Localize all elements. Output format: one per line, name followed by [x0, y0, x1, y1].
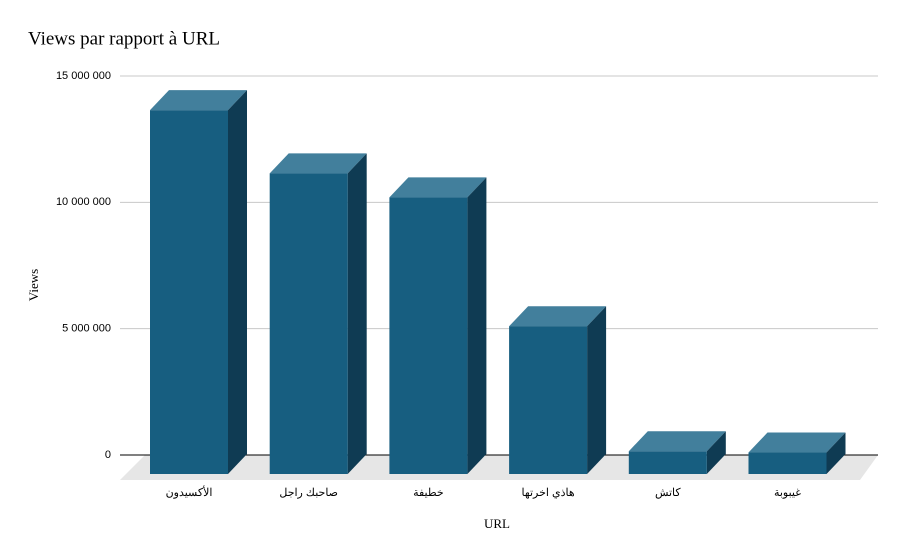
- x-axis-label: URL: [484, 516, 510, 531]
- bar: [150, 90, 247, 474]
- x-tick-label: الأكسيدون: [166, 485, 213, 499]
- bar-top: [509, 306, 607, 327]
- bar-front: [269, 173, 348, 474]
- y-tick-label: 10 000 000: [56, 196, 111, 208]
- y-tick-label: 15 000 000: [56, 70, 111, 82]
- bar-side: [228, 90, 247, 474]
- bar-top: [150, 90, 247, 111]
- bar-front: [628, 451, 707, 474]
- bar-top: [269, 153, 367, 174]
- bar-side: [706, 431, 726, 474]
- y-tick-label: 5 000 000: [62, 323, 111, 335]
- y-axis-label: Views: [26, 269, 41, 301]
- bar: [509, 306, 607, 474]
- x-tick-label: هاذي اخرتها: [522, 487, 575, 499]
- x-tick-label: غيبوبة: [774, 487, 801, 499]
- bar-top: [389, 177, 487, 198]
- bar-front: [748, 452, 827, 474]
- bar-side: [347, 153, 367, 474]
- bar-side: [587, 306, 607, 474]
- bar-top: [628, 431, 726, 452]
- bar-front: [150, 110, 228, 474]
- x-tick-label: صاحبك راجل: [279, 487, 338, 499]
- y-tick-label: 0: [105, 449, 111, 461]
- bar-front: [509, 326, 588, 474]
- bar-top: [748, 432, 846, 453]
- bar: [628, 431, 726, 474]
- bar: [389, 177, 487, 474]
- bar-side: [467, 177, 487, 474]
- bar-side: [826, 432, 846, 474]
- bar-front: [389, 197, 468, 474]
- x-tick-label: خطيفة: [413, 487, 444, 499]
- chart-title: Views par rapport à URL: [28, 28, 220, 49]
- x-tick-label: كاتش: [655, 487, 681, 499]
- bar: [748, 432, 846, 474]
- bar: [269, 153, 367, 474]
